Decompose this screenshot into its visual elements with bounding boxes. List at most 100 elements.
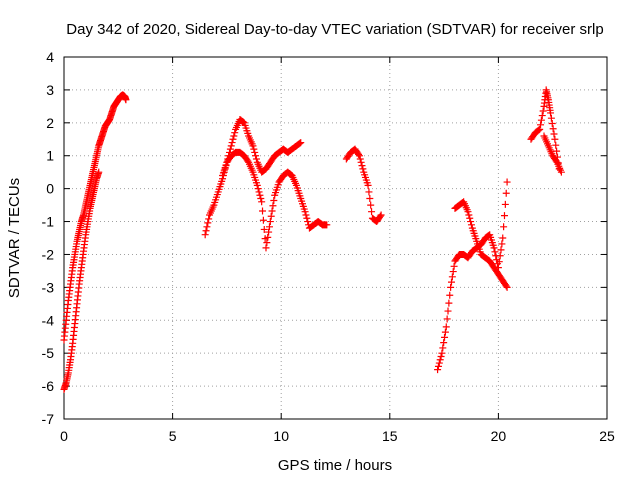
- data-point: [376, 212, 384, 220]
- data-point: [253, 181, 261, 189]
- y-tick-label: 3: [46, 82, 54, 98]
- data-point: [122, 96, 130, 104]
- y-tick-label: -2: [42, 246, 55, 262]
- data-point: [551, 135, 559, 143]
- axis-ticks: [63, 56, 608, 420]
- data-point: [446, 291, 454, 299]
- data-point: [438, 349, 446, 357]
- data-point: [535, 126, 543, 134]
- data-point: [498, 240, 506, 248]
- data-point: [364, 181, 372, 189]
- y-tick-label: -7: [42, 411, 55, 427]
- data-point: [550, 130, 558, 138]
- data-point: [95, 168, 103, 176]
- x-tick-label: 25: [599, 428, 615, 444]
- data-point: [495, 258, 503, 266]
- data-point: [301, 208, 309, 216]
- data-point: [357, 158, 365, 166]
- data-point: [258, 198, 266, 206]
- data-point: [368, 208, 376, 216]
- data-point: [252, 155, 260, 163]
- data-point: [269, 202, 277, 210]
- data-point: [549, 125, 557, 133]
- data-point: [355, 150, 363, 158]
- data-point: [491, 248, 499, 256]
- data-point: [323, 221, 331, 229]
- data-point: [449, 268, 457, 276]
- data-point: [434, 366, 442, 374]
- data-point: [257, 195, 265, 203]
- data-point: [358, 162, 366, 170]
- data-point: [467, 221, 475, 229]
- data-point: [441, 328, 449, 336]
- data-point: [538, 112, 546, 120]
- data-point: [499, 234, 507, 242]
- x-axis-title: GPS time / hours: [278, 457, 392, 474]
- data-point: [203, 223, 211, 231]
- data-point: [259, 207, 267, 215]
- data-point: [500, 212, 508, 220]
- series-midday-upper: [201, 116, 305, 239]
- data-point: [365, 188, 373, 196]
- series-midday-lower: [219, 148, 331, 252]
- data-point: [202, 227, 210, 235]
- data-point: [303, 214, 311, 222]
- series-evening-lower: [451, 198, 511, 291]
- data-point: [536, 125, 544, 133]
- y-axis-title: SDTVAR / TECUs: [6, 178, 23, 298]
- data-point: [230, 132, 238, 140]
- data-point: [227, 142, 235, 150]
- x-tick-label: 5: [169, 428, 177, 444]
- y-tick-label: 0: [46, 181, 54, 197]
- data-point: [442, 323, 450, 331]
- data-point: [537, 116, 545, 124]
- data-point: [254, 185, 262, 193]
- data-point: [366, 195, 374, 203]
- data-point: [503, 283, 511, 291]
- data-point: [263, 239, 271, 247]
- y-tick-label: 1: [46, 148, 54, 164]
- data-point: [465, 211, 473, 219]
- x-tick-labels: 0 5 10 15 20 25: [60, 428, 615, 444]
- data-point: [445, 299, 453, 307]
- y-tick-label: 4: [46, 49, 54, 65]
- data-point: [355, 152, 363, 160]
- data-point: [231, 129, 239, 137]
- data-point: [266, 218, 274, 226]
- data-point: [265, 228, 273, 236]
- data-point: [435, 359, 443, 367]
- data-point: [302, 211, 310, 219]
- data-point: [229, 135, 237, 143]
- data-point: [464, 208, 472, 216]
- data-point: [547, 114, 555, 122]
- data-point: [204, 219, 212, 227]
- data-point: [444, 307, 452, 315]
- data-point: [537, 121, 545, 129]
- data-point: [434, 362, 442, 370]
- data-point: [356, 155, 364, 163]
- data-point: [264, 233, 272, 241]
- data-point: [496, 252, 504, 260]
- data-point: [443, 315, 451, 323]
- data-point: [304, 218, 312, 226]
- y-tick-label: 2: [46, 115, 54, 131]
- data-point: [270, 196, 278, 204]
- data-point: [502, 282, 510, 290]
- data-point: [500, 223, 508, 231]
- data-point: [268, 207, 276, 215]
- data-point: [262, 244, 270, 252]
- data-point: [539, 107, 547, 115]
- y-tick-labels: -7 -6 -5 -4 -3 -2 -1 0 1 2 3 4: [42, 49, 55, 427]
- data-point: [439, 344, 447, 352]
- chart-title: Day 342 of 2020, Sidereal Day-to-day VTE…: [66, 21, 603, 38]
- y-tick-label: -6: [42, 378, 55, 394]
- data-point: [205, 215, 213, 223]
- data-point: [256, 191, 264, 199]
- data-point: [450, 262, 458, 270]
- data-point: [437, 352, 445, 360]
- x-tick-label: 15: [382, 428, 398, 444]
- series-late-night: [527, 86, 563, 173]
- data-point: [226, 145, 234, 153]
- data-point: [249, 142, 257, 150]
